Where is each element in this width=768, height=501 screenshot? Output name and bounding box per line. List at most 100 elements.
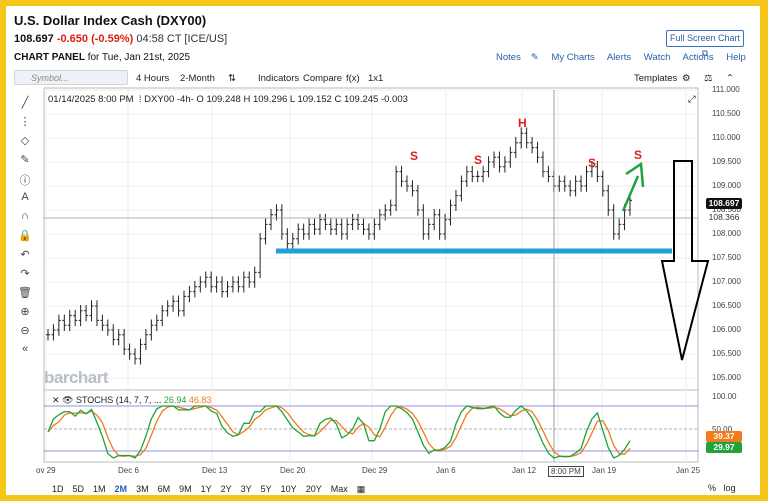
timeframe-6m[interactable]: 6M [157, 484, 171, 494]
ohlc-bar [350, 213, 355, 231]
timeframe-bar: 1D 5D 1M 2M 3M 6M 9M 1Y 2Y 3Y 5Y 10Y 20Y Max ▦ [52, 484, 374, 495]
actions-link[interactable]: Actions [682, 52, 714, 63]
collapse-tools-icon[interactable]: « [21, 343, 29, 355]
notes-link[interactable]: Notes [496, 52, 521, 63]
text-tool-icon[interactable]: A [21, 191, 29, 203]
trash-icon[interactable]: 🗑 [18, 287, 32, 299]
timeframe-5y[interactable]: 5Y [260, 484, 272, 494]
help-link[interactable]: Help [726, 52, 746, 63]
ohlc-series [46, 127, 632, 365]
ohlc-bar [241, 271, 246, 293]
ohlc-bar [617, 218, 622, 240]
timeframe-2m[interactable]: 2M [114, 484, 128, 494]
up-arrow-shaft [621, 175, 640, 212]
ohlc-bar [258, 233, 263, 279]
chart-toolbar: Symbol... 4 Hours 2-Month ⇅ Indicators C… [6, 68, 760, 88]
time-tick: ov 29 [36, 466, 56, 475]
timeframe-3m[interactable]: 3M [136, 484, 149, 494]
line-tool-icon[interactable]: ╱ [21, 97, 29, 109]
timeframe-20y[interactable]: 20Y [305, 484, 322, 494]
watch-link[interactable]: Watch [643, 52, 671, 63]
shoulder-label-3: S [588, 156, 597, 170]
price-tick: 110.000 [712, 133, 741, 142]
timeframe-2y[interactable]: 2Y [220, 484, 232, 494]
timeframe-5d[interactable]: 5D [72, 484, 85, 494]
symbol-input[interactable]: Symbol... [14, 70, 128, 85]
ohlc-bar [508, 146, 513, 168]
down-arrow [660, 160, 710, 361]
fib-tool-icon[interactable]: ⋮ [19, 116, 31, 128]
undo-icon[interactable]: ↶ [20, 249, 30, 261]
shape-tool-icon[interactable]: ✎ [20, 154, 30, 166]
range-select[interactable]: 2-Month [180, 73, 215, 84]
log-toggle[interactable]: log [723, 483, 736, 493]
ohlc-bar [546, 165, 551, 183]
share-icon[interactable]: ⚖ [704, 73, 713, 84]
redo-icon[interactable]: ↷ [20, 268, 30, 280]
timeframe-1m[interactable]: 1M [93, 484, 106, 494]
ohlc-legend: 01/14/2025 8:00 PM ⁞ DXY00 -4h- O 109.24… [48, 94, 696, 105]
timeframe-1y[interactable]: 1Y [200, 484, 212, 494]
ohlc-bar [312, 218, 317, 235]
alerts-link[interactable]: Alerts [606, 52, 632, 63]
ohlc-bar [540, 151, 545, 178]
compare-button[interactable]: Compare [303, 73, 343, 84]
chart-type-icon[interactable]: ⇅ [228, 73, 236, 84]
ohlc-bar [415, 185, 420, 216]
calendar-icon[interactable]: ▦ [356, 484, 366, 494]
zoom-in-icon[interactable]: ⊕ [20, 306, 30, 318]
ohlc-bar [568, 180, 573, 197]
ohlc-bar [595, 161, 600, 183]
ohlc-bar [361, 218, 366, 235]
layout-select[interactable]: 1x1 [368, 73, 384, 84]
timeframe-10y[interactable]: 10Y [280, 484, 297, 494]
ohlc-bar [573, 175, 578, 197]
fx-button[interactable]: f(x) [346, 73, 360, 84]
zoom-out-icon[interactable]: ⊖ [20, 325, 30, 337]
ohlc-bar [475, 170, 480, 183]
ohlc-bar [105, 319, 110, 336]
ohlc-bar [628, 194, 632, 216]
timeframe-9m[interactable]: 9M [179, 484, 192, 494]
ohlc-bar [165, 300, 170, 317]
ohlc-bar [247, 271, 252, 288]
gear-icon[interactable]: ⚙ [682, 73, 691, 84]
time-tick: Dec 6 [118, 466, 139, 475]
indicators-button[interactable]: Indicators [258, 73, 300, 84]
ohlc-bar [388, 199, 393, 216]
ohlc-bar [296, 223, 301, 245]
ohlc-bar [584, 165, 589, 192]
ohlc-bar [198, 276, 203, 293]
price-tick: 109.500 [712, 157, 741, 166]
fullscreen-button[interactable]: Full Screen Chart ⧉ [666, 30, 744, 58]
ohlc-bar [176, 295, 181, 317]
mycharts-link[interactable]: My Charts [551, 52, 595, 63]
ohlc-bar [181, 290, 186, 317]
grid [44, 89, 698, 462]
last-price-label: 108.697 [706, 198, 742, 209]
price-tick: 107.000 [712, 277, 741, 286]
ohlc-bar [481, 165, 486, 183]
timeframe-3y[interactable]: 3Y [240, 484, 252, 494]
ohlc-bar [122, 329, 127, 355]
ohlc-bar [589, 161, 594, 178]
ohlc-bar [78, 305, 83, 327]
collapse-icon[interactable]: ⌃ [726, 73, 734, 84]
ohlc-bar [290, 233, 295, 250]
ohlc-bar [497, 151, 502, 173]
magnet-icon[interactable]: ∩ [21, 210, 29, 222]
percent-toggle[interactable]: % [708, 483, 717, 493]
timeframe-max[interactable]: Max [330, 484, 348, 494]
ohlc-bar [530, 137, 535, 154]
templates-button[interactable]: Templates [634, 73, 678, 84]
lock-icon[interactable]: 🔒 [18, 230, 32, 242]
price-tick: 105.500 [712, 349, 741, 358]
ohlc-bar [111, 324, 116, 346]
ohlc-bar [187, 285, 192, 303]
pattern-tool-icon[interactable]: ◇ [20, 135, 30, 147]
interval-select[interactable]: 4 Hours [136, 73, 170, 84]
timeframe-1d[interactable]: 1D [52, 484, 64, 494]
ohlc-bar [432, 209, 437, 231]
info-tool-icon[interactable]: ⓘ [19, 175, 31, 187]
expand-icon[interactable]: ⤢ [688, 94, 696, 105]
